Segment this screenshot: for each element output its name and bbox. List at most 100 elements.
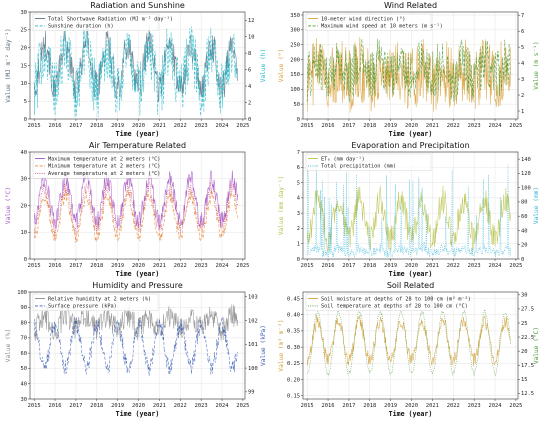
x-tick-label: 2024	[216, 263, 229, 269]
x-tick-label: 2019	[111, 123, 124, 129]
legend-box	[305, 13, 432, 31]
legend-label: Total Shortwave Radiation (MJ m⁻² day⁻¹)	[48, 16, 173, 22]
y-tick-label-left: 25	[21, 28, 28, 34]
x-tick-label: 2016	[322, 263, 335, 269]
y-tick-label-left: 0.45	[287, 296, 300, 302]
x-axis-label: Time (year)	[389, 270, 433, 278]
y-tick-label-left: 0	[24, 117, 27, 123]
x-tick-label: 2021	[426, 403, 439, 409]
y-tick-label-right: 4	[521, 61, 524, 67]
series-line-2	[306, 161, 511, 259]
y-tick-label-left: 40	[21, 150, 28, 156]
x-tick-label: 2018	[90, 123, 103, 129]
series-line-2	[33, 316, 238, 376]
y-tick-label-left: 30	[21, 10, 28, 16]
y-tick-label-right: 102	[248, 318, 258, 324]
legend-box	[32, 153, 159, 179]
y-tick-label-right: 80	[521, 200, 528, 206]
x-tick-label: 2024	[489, 263, 502, 269]
chart-panel-4: 2015 2016 2017 2018 2019 2020 2021 2022 2023 2024…	[278, 141, 540, 278]
y-tick-label-left: 2	[297, 226, 300, 232]
x-tick-label: 2018	[90, 403, 103, 409]
x-tick-label: 2025	[236, 123, 249, 129]
x-tick-label: 2023	[195, 263, 208, 269]
x-tick-label: 2015	[28, 403, 41, 409]
x-tick-label: 2020	[132, 403, 145, 409]
legend-box	[305, 153, 432, 171]
x-tick-label: 2022	[447, 403, 460, 409]
y-tick-label-left: 7	[297, 150, 300, 156]
y-tick-label-left: 5	[297, 180, 300, 186]
x-tick-label: 2015	[301, 403, 314, 409]
x-tick-label: 2023	[468, 123, 481, 129]
y-tick-label-left: 20	[21, 45, 28, 51]
y-tick-label-right: 4	[248, 84, 251, 90]
series-line-1	[306, 314, 511, 367]
y-tick-label-left: 10	[21, 230, 28, 236]
y-tick-label-left: 30	[21, 397, 28, 403]
y-tick-label-left: 6	[297, 165, 300, 171]
series-line-3	[33, 181, 238, 235]
x-tick-label: 2021	[426, 123, 439, 129]
x-tick-label: 2025	[509, 263, 522, 269]
x-tick-label: 2021	[153, 263, 166, 269]
x-tick-label: 2023	[468, 263, 481, 269]
series-line-2	[33, 189, 238, 243]
x-tick-label: 2020	[405, 403, 418, 409]
y-tick-label-right: 1	[521, 109, 524, 115]
x-tick-label: 2025	[236, 403, 249, 409]
y-tick-label-right: 3	[521, 77, 524, 83]
legend-label: Maximum wind speed at 10 meters (m s⁻¹)	[321, 24, 443, 30]
y-tick-label-right: 12.5	[521, 391, 534, 397]
y-tick-label-right: 22.5	[521, 335, 534, 341]
y-axis-label-left: Value (m³ m⁻³)	[278, 319, 285, 371]
legend-label: Average temperature at 2 meters (°C)	[48, 171, 160, 177]
y-tick-label-right: 2	[248, 100, 251, 106]
y-tick-label-left: 0	[24, 257, 27, 263]
y-tick-label-left: 100	[290, 87, 300, 93]
x-tick-label: 2018	[363, 263, 376, 269]
y-tick-label-right: 7	[521, 13, 524, 19]
x-tick-label: 2023	[195, 403, 208, 409]
y-tick-label-left: 0.15	[287, 394, 300, 400]
plot-frame	[302, 151, 519, 260]
y-tick-label-left: 300	[290, 28, 300, 34]
series-line-1	[33, 169, 238, 229]
legend-label: Total precipitation (mm)	[321, 164, 396, 170]
x-tick-label: 2020	[132, 263, 145, 269]
y-tick-label-left: 30	[21, 177, 28, 183]
x-tick-label: 2024	[216, 403, 229, 409]
y-tick-label-right: 99	[248, 390, 255, 396]
series-line-2	[306, 309, 511, 377]
x-tick-label: 2019	[111, 263, 124, 269]
legend-box	[32, 293, 159, 311]
chart-panel-1: 2015 2016 2017 2018 2019 2020 2021 2022 2023 2024…	[5, 1, 267, 138]
series-line-1	[306, 185, 511, 252]
x-tick-label: 2025	[509, 403, 522, 409]
x-tick-label: 2017	[342, 263, 355, 269]
y-tick-label-right: 0	[248, 117, 251, 123]
y-tick-label-right: 100	[521, 185, 531, 191]
x-tick-label: 2022	[174, 263, 187, 269]
x-tick-label: 2024	[489, 123, 502, 129]
y-tick-label-right: 6	[248, 67, 251, 73]
chart-title: Humidity and Pressure	[92, 281, 183, 290]
y-axis-label-right: Value (°C)	[532, 327, 540, 364]
y-tick-label-left: 0.25	[287, 361, 300, 367]
y-tick-label-right: 101	[248, 342, 258, 348]
x-tick-label: 2020	[132, 123, 145, 129]
x-tick-label: 2016	[322, 403, 335, 409]
legend-label: Sunshine duration (h)	[48, 24, 114, 30]
x-tick-label: 2024	[216, 123, 229, 129]
legend-label: Soil temperature at depths of 28 to 100 …	[321, 304, 468, 310]
plot-frame	[302, 11, 519, 120]
y-tick-label-left: 0	[297, 117, 300, 123]
y-tick-label-right: 60	[521, 214, 528, 220]
x-axis-label: Time (year)	[116, 270, 160, 278]
x-axis-label: Time (year)	[389, 410, 433, 418]
y-tick-label-right: 5	[521, 45, 524, 51]
legend-label: Relative humidity at 2 meters (%)	[48, 296, 151, 302]
x-tick-label: 2019	[384, 123, 397, 129]
y-tick-label-left: 60	[21, 351, 28, 357]
chart-panel-5: 2015 2016 2017 2018 2019 2020 2021 2022 2023 2024…	[5, 281, 267, 418]
